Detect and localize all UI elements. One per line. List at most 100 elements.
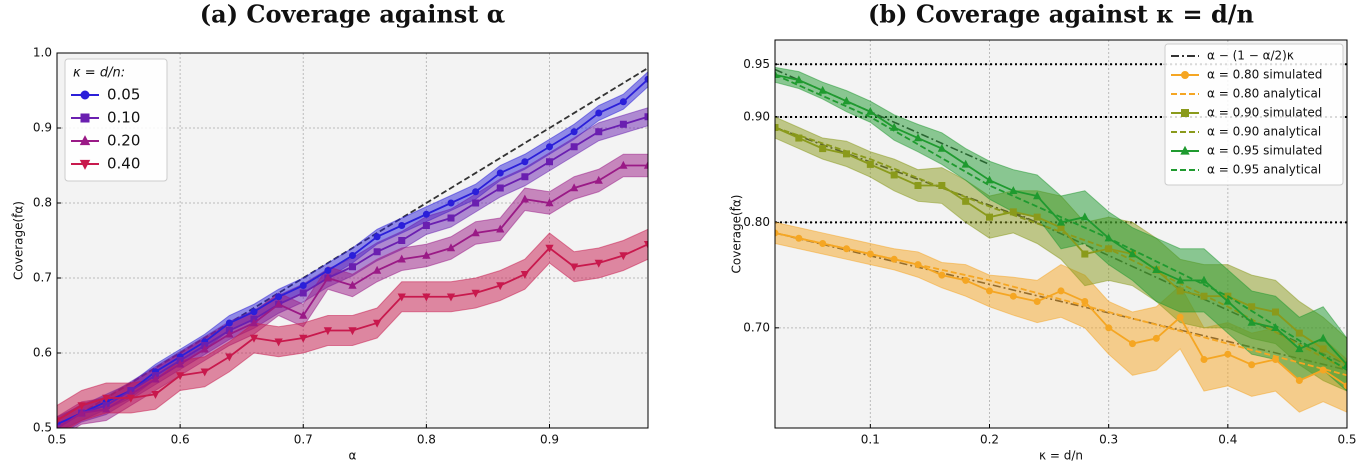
data-point (1009, 186, 1018, 194)
data-point (866, 107, 875, 115)
data-point (520, 194, 530, 203)
legend-label: α = 0.95 analytical (1207, 163, 1321, 177)
data-point (1056, 217, 1066, 226)
data-point (348, 280, 357, 289)
legend-label: α = 0.90 simulated (1207, 106, 1322, 120)
data-point (962, 197, 970, 205)
data-point (1295, 344, 1304, 353)
legend-marker (1181, 71, 1189, 79)
data-point (937, 143, 946, 152)
data-point (349, 252, 356, 259)
data-point (1319, 333, 1328, 342)
x-tick-label: 0.6 (171, 433, 190, 447)
data-point (521, 158, 529, 166)
y-tick-label: 0.7 (33, 271, 52, 285)
legend-marker (1181, 109, 1189, 117)
data-point (1319, 345, 1327, 353)
x-tick-label: 0.7 (294, 433, 313, 447)
data-point (1105, 324, 1113, 332)
data-point (520, 271, 530, 279)
plot-frame (774, 39, 1348, 429)
data-point (819, 145, 827, 153)
data-point (175, 372, 185, 381)
series-line (775, 232, 1347, 377)
data-point (299, 310, 308, 319)
data-point (323, 273, 333, 282)
legend-marker (79, 135, 91, 146)
data-point (349, 263, 356, 271)
data-point (1129, 340, 1136, 348)
y-axis-label: Coverage(f̂α) (11, 201, 25, 280)
data-point (643, 160, 648, 169)
data-point (545, 198, 554, 207)
data-point (472, 199, 480, 207)
chart-title: (a) Coverage against α (200, 0, 505, 29)
data-point (397, 293, 406, 302)
data-point (200, 368, 209, 377)
data-point (569, 263, 579, 272)
data-point (496, 282, 505, 291)
y-tick-label: 0.8 (33, 196, 52, 210)
data-point (866, 160, 874, 168)
data-point (986, 287, 993, 295)
data-point (1009, 208, 1017, 216)
x-tick-label: 0.5 (1337, 433, 1356, 447)
data-point (77, 408, 86, 417)
x-tick-label: 0.8 (417, 433, 436, 447)
data-point (446, 293, 456, 302)
data-point (1176, 275, 1185, 284)
data-point (570, 128, 578, 136)
data-point (1176, 287, 1184, 295)
data-point (1223, 296, 1232, 305)
data-point (1152, 265, 1161, 274)
data-point (151, 391, 160, 399)
data-point (422, 210, 430, 218)
data-point (372, 265, 382, 274)
data-point (546, 143, 553, 151)
data-point (447, 214, 455, 222)
data-point (299, 282, 307, 289)
data-point (1200, 355, 1208, 363)
data-point (200, 344, 209, 353)
data-point (619, 98, 627, 106)
data-point (324, 267, 332, 274)
data-point (546, 158, 553, 166)
data-point (594, 175, 603, 184)
x-axis-label: α (349, 449, 357, 463)
legend-marker (1180, 145, 1190, 155)
data-point (175, 359, 185, 368)
legend-marker (79, 159, 91, 170)
plot-area (775, 66, 1347, 413)
legend-label: 0.40 (107, 155, 140, 173)
legend-box (64, 58, 168, 182)
data-point (1057, 287, 1065, 295)
data-point (77, 402, 86, 411)
legend-box (1164, 43, 1344, 186)
data-point (914, 182, 922, 189)
data-point (275, 293, 283, 301)
y-tick-label: 0.6 (33, 346, 52, 360)
data-point (1033, 297, 1041, 305)
chart-title: (b) Coverage against κ = d/n (868, 0, 1254, 29)
data-point (274, 299, 283, 308)
data-point (619, 120, 627, 128)
data-point (890, 171, 898, 179)
data-point (1342, 360, 1347, 368)
data-point (619, 160, 628, 169)
data-point (1033, 191, 1042, 200)
data-point (1080, 212, 1089, 221)
data-point (151, 374, 160, 383)
data-point (1128, 249, 1137, 258)
data-point (1248, 303, 1256, 311)
x-tick-label: 0.5 (47, 433, 66, 447)
data-point (1199, 275, 1209, 284)
data-point (1176, 313, 1184, 321)
data-point (1247, 317, 1256, 326)
legend-label: α = 0.80 analytical (1207, 87, 1321, 101)
data-point (1081, 250, 1089, 258)
data-point (1272, 308, 1279, 316)
data-point (962, 276, 970, 284)
data-point (842, 96, 851, 105)
data-point (1248, 361, 1256, 369)
